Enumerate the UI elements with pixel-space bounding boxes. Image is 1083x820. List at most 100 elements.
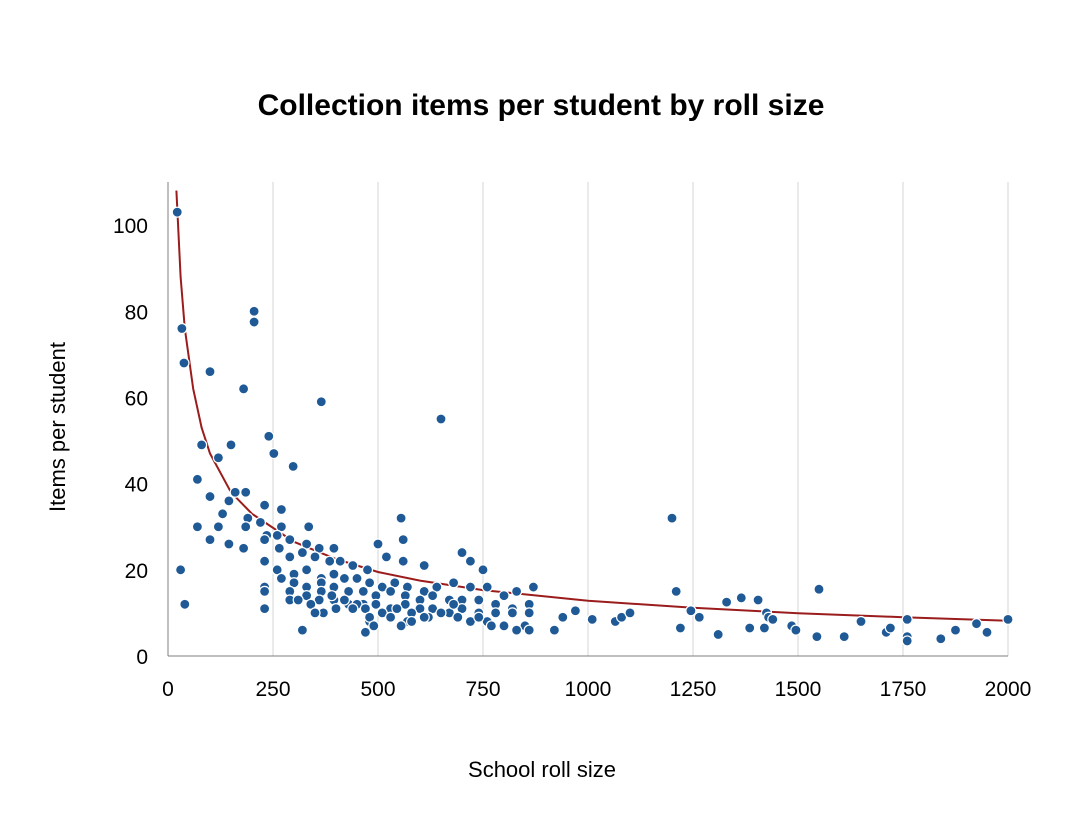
data-point: [338, 594, 350, 606]
data-point: [196, 439, 208, 451]
x-tick-label: 250: [255, 678, 290, 701]
data-point: [735, 592, 747, 604]
x-tick-label: 1750: [880, 678, 927, 701]
data-point: [391, 602, 403, 615]
y-tick-label: 100: [113, 215, 148, 238]
data-point: [380, 551, 392, 563]
data-point: [674, 622, 687, 634]
data-point: [324, 555, 336, 567]
data-point: [171, 206, 183, 218]
data-point: [385, 611, 397, 623]
axes: [167, 182, 1008, 657]
data-point: [175, 564, 187, 576]
data-point: [315, 396, 327, 408]
y-tick-label: 80: [125, 301, 148, 324]
x-tick-label: 0: [162, 678, 174, 701]
y-axis-label: Items per student: [45, 342, 70, 512]
data-point: [464, 581, 476, 593]
data-point: [448, 598, 460, 610]
data-point: [884, 622, 897, 634]
x-axis-label: School roll size: [468, 757, 616, 782]
x-tick-label: 1500: [775, 678, 822, 701]
data-point: [259, 602, 271, 615]
x-tick-labels: 0 250 500 750 1000 1250 1500 1750 2000: [162, 678, 1031, 701]
data-point: [238, 383, 250, 395]
data-point: [364, 577, 376, 589]
data-point: [1002, 613, 1014, 625]
data-point: [275, 572, 287, 585]
data-point: [248, 316, 260, 328]
data-point: [485, 620, 497, 632]
data-point: [477, 564, 489, 576]
data-point: [901, 635, 913, 647]
data-point: [370, 598, 382, 610]
data-point: [263, 430, 275, 442]
data-points: [171, 206, 1014, 647]
y-tick-label: 0: [136, 646, 148, 669]
data-point: [259, 534, 271, 546]
data-point: [395, 620, 407, 632]
data-point: [427, 590, 439, 602]
data-point: [490, 607, 502, 619]
x-tick-label: 1000: [565, 678, 612, 701]
data-point: [334, 555, 346, 567]
data-point: [359, 626, 371, 638]
data-point: [296, 546, 308, 559]
data-point: [330, 602, 342, 615]
data-point: [548, 624, 561, 636]
data-point: [368, 620, 380, 632]
data-point: [178, 357, 190, 369]
data-point: [557, 611, 569, 623]
data-point: [838, 631, 850, 643]
data-point: [240, 486, 252, 498]
data-point: [303, 521, 315, 533]
data-point: [191, 473, 203, 485]
data-point: [284, 551, 296, 563]
data-point: [309, 607, 321, 619]
data-point: [229, 486, 241, 498]
data-point: [811, 631, 823, 643]
data-point: [248, 305, 260, 317]
data-point: [204, 490, 216, 503]
data-point: [498, 620, 510, 632]
y-tick-label: 20: [125, 560, 148, 583]
data-point: [855, 615, 867, 628]
gridlines: [272, 182, 1009, 656]
data-point: [259, 585, 271, 597]
data-point: [569, 605, 582, 617]
data-point: [418, 559, 430, 572]
data-point: [813, 583, 825, 595]
data-point: [361, 564, 374, 576]
y-tick-labels: 0 20 40 60 80 100: [113, 215, 148, 669]
data-point: [223, 495, 235, 507]
data-point: [666, 512, 678, 524]
data-point: [338, 572, 350, 585]
data-point: [464, 555, 476, 567]
data-point: [238, 542, 250, 554]
data-point: [287, 460, 299, 472]
data-point: [448, 577, 460, 589]
data-point: [758, 622, 771, 634]
data-point: [357, 585, 369, 597]
data-point: [670, 585, 682, 597]
data-point: [395, 512, 407, 524]
data-point: [259, 555, 271, 567]
data-point: [586, 613, 598, 625]
data-point: [179, 598, 191, 610]
data-point: [326, 590, 338, 602]
data-point: [473, 594, 485, 606]
data-point: [347, 559, 359, 572]
data-point: [685, 605, 697, 617]
data-point: [351, 572, 363, 585]
data-point: [712, 628, 724, 641]
data-point: [176, 322, 188, 335]
data-point: [506, 607, 519, 619]
data-point: [901, 613, 913, 625]
data-point: [473, 611, 485, 623]
data-point: [225, 439, 237, 451]
data-point: [240, 521, 252, 533]
data-point: [271, 529, 283, 541]
data-point: [292, 594, 304, 606]
x-tick-label: 500: [360, 678, 395, 701]
